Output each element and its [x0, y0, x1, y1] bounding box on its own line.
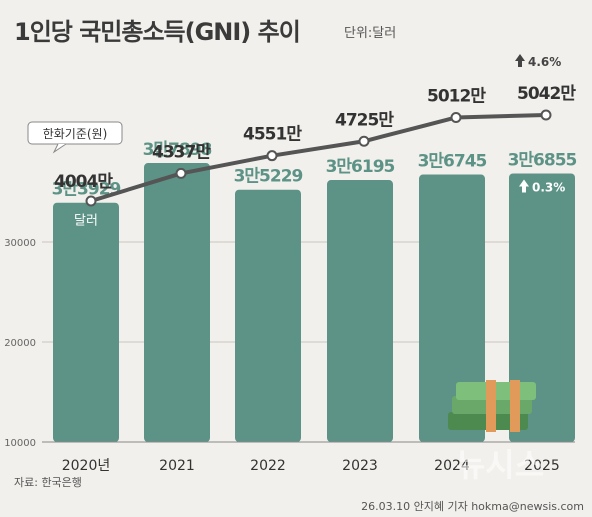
series-label: 한화기준(원): [43, 127, 108, 141]
up-arrow-icon: [515, 54, 525, 67]
x-tick-label: 2022: [250, 458, 286, 474]
series-line: [89, 113, 548, 203]
bar-annotation: 0.3%: [532, 180, 565, 194]
bar-inner-label: 달러: [74, 214, 98, 229]
bar-value-label: 3만7898: [143, 140, 212, 160]
source-text: 자료: 한국은행: [14, 476, 82, 489]
line-value-label: 5042만: [517, 84, 576, 104]
line-point: [358, 135, 370, 147]
bar-value-label: 3만6855: [508, 150, 577, 170]
line-value-label: 4337만: [152, 142, 211, 162]
line-point: [540, 109, 552, 121]
bar: [509, 173, 575, 442]
money-band-icon: [510, 380, 520, 432]
x-tick-label: 2025: [524, 458, 560, 474]
line-point: [266, 150, 278, 162]
bar: [327, 180, 393, 443]
money-band-icon: [486, 380, 496, 432]
line-value-label: 4725만: [335, 110, 394, 130]
chart-title: 1인당 국민총소득(GNI) 추이: [14, 18, 301, 46]
bar: [235, 189, 301, 442]
up-arrow-icon: [519, 179, 529, 193]
line-annotation: 4.6%: [528, 55, 561, 69]
y-tick-label: 10000: [4, 438, 36, 449]
bar-value-label: 3만5229: [234, 167, 303, 187]
y-tick-label: 20000: [4, 338, 36, 349]
line-point: [450, 111, 462, 123]
x-tick-label: 2021: [159, 458, 195, 474]
line-value-label: 4004만: [54, 172, 113, 192]
x-tick-label: 2023: [342, 458, 378, 474]
bar: [53, 202, 119, 442]
x-tick-label: 2020년: [62, 458, 111, 474]
y-tick-label: 30000: [4, 238, 36, 249]
unit-label: 단위:달러: [344, 26, 397, 41]
bar-value-label: 3만3929: [52, 180, 121, 200]
bar-value-label: 3만6745: [418, 152, 487, 172]
line-point: [85, 195, 97, 207]
bar: [419, 174, 485, 443]
credit-text: 26.03.10 안지혜 기자 hokma@newsis.com: [361, 500, 584, 513]
bar: [144, 163, 210, 442]
x-tick-label: 2024: [434, 458, 470, 474]
line-value-label: 5012만: [427, 86, 486, 106]
watermark: 뉴시스: [456, 446, 544, 484]
bar-value-label: 3만6195: [326, 157, 395, 177]
bubble-tail: [52, 143, 67, 154]
line-value-label: 4551만: [243, 125, 302, 145]
line-point: [175, 167, 187, 179]
series-label-bubble: [27, 121, 123, 145]
